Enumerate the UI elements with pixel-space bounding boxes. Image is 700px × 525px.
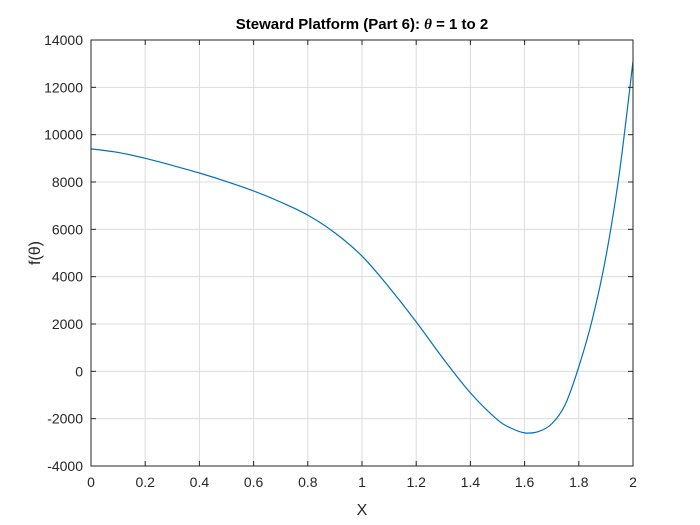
x-tick-label: 1.2 — [406, 474, 426, 490]
y-tick-label: 2000 — [52, 316, 83, 332]
series-line — [90, 61, 634, 434]
x-tick-label: 0.2 — [135, 474, 155, 490]
tick-marks — [90, 39, 634, 467]
y-tick-label: 4000 — [52, 269, 83, 285]
y-axis-label: f(θ) — [27, 241, 44, 265]
x-tick-label: 1.4 — [461, 474, 481, 490]
x-tick-label: 1.8 — [569, 474, 589, 490]
x-tick-label: 0.4 — [190, 474, 210, 490]
x-tick-label: 0.8 — [298, 474, 318, 490]
x-tick-label: 1 — [358, 474, 366, 490]
y-tick-label: 8000 — [52, 174, 83, 190]
y-tick-label: 6000 — [52, 221, 83, 237]
chart-title: Steward Platform (Part 6): θ = 1 to 2 — [236, 16, 488, 33]
y-tick-label: 0 — [75, 363, 83, 379]
x-tick-label: 1.6 — [515, 474, 535, 490]
x-tick-label: 0.6 — [244, 474, 264, 490]
x-tick-label: 0 — [87, 474, 95, 490]
y-tick-labels: -4000 -2000 0 2000 4000 6000 8000 10000 12000 140… — [44, 32, 83, 474]
y-tick-label: 10000 — [44, 127, 83, 143]
x-tick-labels: 0 0.2 0.4 0.6 0.8 1 1.2 1.4 1.6 1.8 2 — [87, 474, 637, 490]
y-tick-label: -2000 — [47, 411, 83, 427]
y-tick-label: 14000 — [44, 32, 83, 48]
x-axis-label: X — [357, 502, 368, 519]
x-tick-label: 2 — [629, 474, 637, 490]
y-tick-label: 12000 — [44, 79, 83, 95]
y-tick-label: -4000 — [47, 458, 83, 474]
data-series — [90, 61, 634, 434]
